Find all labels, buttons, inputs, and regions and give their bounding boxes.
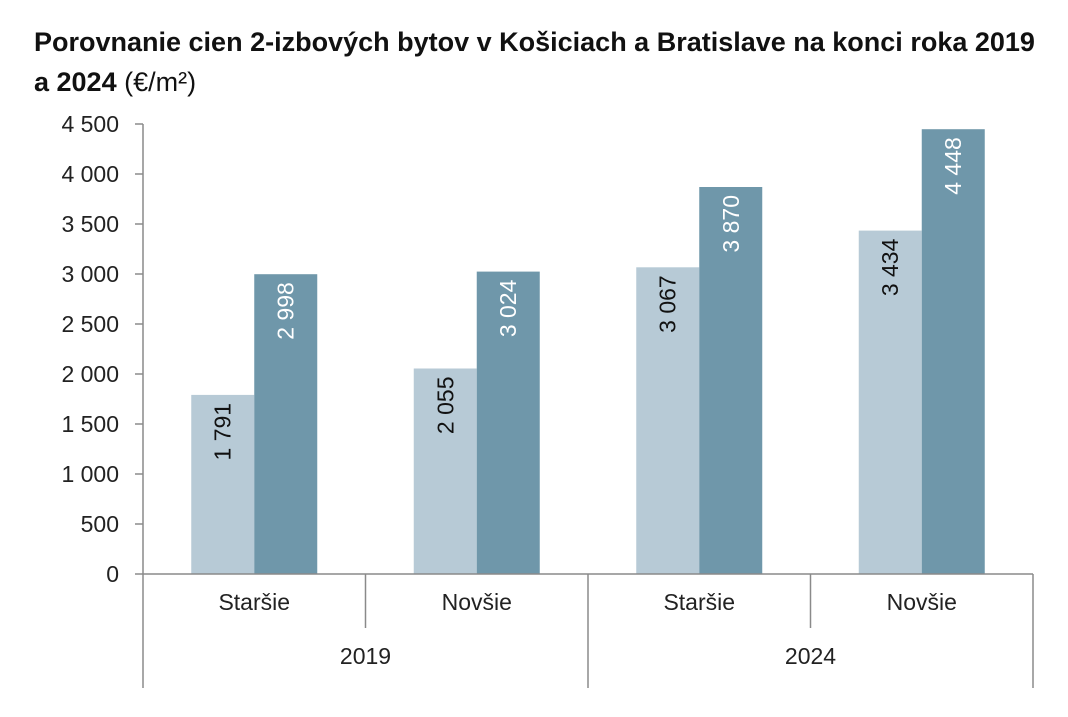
y-tick-label: 3 500 — [61, 211, 119, 237]
y-tick-label: 4 500 — [61, 111, 119, 137]
bar-series1-2 — [413, 368, 477, 574]
data-label: 3 870 — [718, 195, 744, 253]
bar-series2-1 — [254, 274, 318, 574]
chart-title-main: Porovnanie cien 2-izbových bytov v Košic… — [34, 27, 1035, 97]
bar-series1-3 — [636, 267, 700, 574]
y-tick-label: 3 000 — [61, 261, 119, 287]
y-tick-label: 1 000 — [61, 461, 119, 487]
data-label: 2 055 — [432, 377, 458, 435]
data-labels: 1 791 2 998 2 055 3 024 3 067 3 870 3 434 4 448 — [210, 137, 967, 460]
y-tick-label: 1 500 — [61, 411, 119, 437]
y-tick-label: 500 — [81, 511, 119, 537]
y-tick-label: 4 000 — [61, 161, 119, 187]
data-label: 3 024 — [495, 279, 521, 337]
x-category-label: Novšie — [442, 589, 512, 615]
bars — [191, 129, 985, 574]
bar-series1-4 — [858, 230, 922, 574]
data-label: 4 448 — [940, 137, 966, 195]
data-label: 2 998 — [273, 282, 299, 340]
data-label: 1 791 — [210, 403, 236, 461]
x-axis: Staršie Novšie Staršie Novšie 2019 2024 — [142, 573, 1034, 688]
y-tick-label: 2 500 — [61, 311, 119, 337]
x-group-label: 2019 — [340, 643, 391, 669]
x-category-label: Staršie — [218, 589, 290, 615]
bar-series2-2 — [476, 271, 540, 574]
bar-series1-1 — [191, 394, 255, 574]
data-label: 3 067 — [655, 275, 681, 333]
y-tick-label: 0 — [106, 561, 119, 587]
x-category-label: Novšie — [887, 589, 957, 615]
bar-series2-3 — [699, 187, 763, 574]
y-axis: 0 500 1 000 1 500 2 000 2 500 3 000 3 500 4 000 4… — [61, 111, 144, 587]
y-tick-label: 2 000 — [61, 361, 119, 387]
chart-title-unit: (€/m²) — [124, 67, 197, 97]
bar-series2-4 — [921, 129, 985, 574]
chart-title: Porovnanie cien 2-izbových bytov v Košic… — [34, 22, 1044, 102]
data-label: 3 434 — [877, 238, 903, 296]
x-group-label: 2024 — [785, 643, 836, 669]
x-category-label: Staršie — [663, 589, 735, 615]
